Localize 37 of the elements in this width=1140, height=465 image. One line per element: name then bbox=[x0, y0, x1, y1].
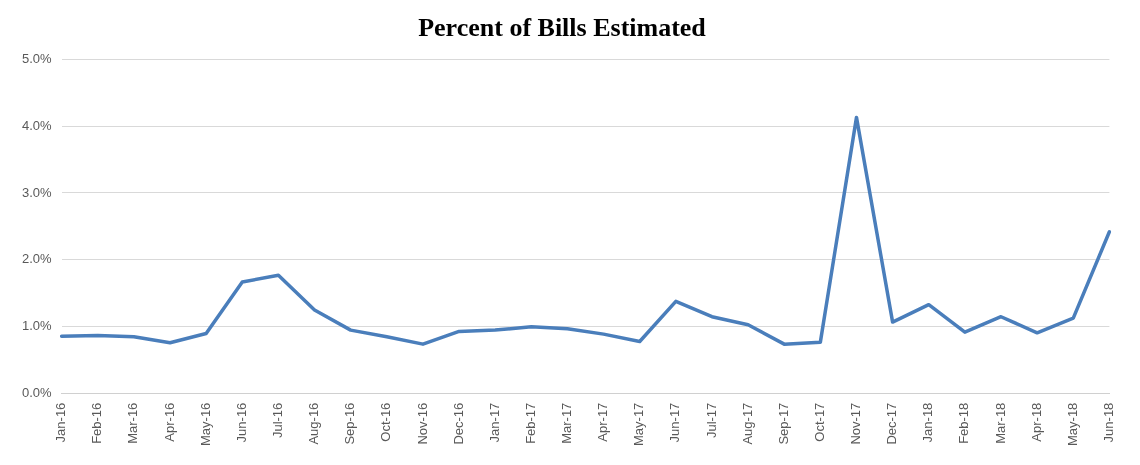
x-tick-label: Oct-16 bbox=[378, 402, 394, 442]
x-tick-label: Dec-16 bbox=[450, 402, 466, 445]
x-tick-label: Mar-18 bbox=[992, 402, 1008, 444]
x-tick-label: Nov-17 bbox=[848, 402, 864, 445]
x-tick-label: Jan-17 bbox=[486, 402, 502, 443]
x-tick-label: Jan-18 bbox=[920, 402, 936, 443]
y-tick-label: 0.0% bbox=[21, 385, 53, 401]
x-tick-label: Apr-17 bbox=[595, 402, 611, 442]
x-tick-label: Sep-17 bbox=[775, 402, 791, 445]
x-tick-label: May-18 bbox=[1064, 402, 1080, 447]
y-tick-label: 1.0% bbox=[21, 318, 53, 334]
x-tick-label: Oct-17 bbox=[811, 402, 827, 442]
x-tick-label: Apr-18 bbox=[1028, 402, 1044, 442]
chart-title: Percent of Bills Estimated bbox=[418, 13, 707, 43]
x-tick-label: Jan-16 bbox=[53, 402, 69, 443]
y-tick-label: 4.0% bbox=[21, 117, 53, 133]
x-tick-label: Feb-17 bbox=[522, 402, 538, 444]
x-tick-label: Dec-17 bbox=[884, 402, 900, 445]
y-tick-label: 3.0% bbox=[21, 184, 53, 200]
x-tick-label: Mar-17 bbox=[559, 402, 575, 444]
x-tick-label: Jul-17 bbox=[703, 402, 719, 439]
x-tick-label: Mar-16 bbox=[125, 402, 141, 444]
x-tick-label: Jul-16 bbox=[269, 402, 285, 439]
y-tick-label: 2.0% bbox=[21, 251, 53, 267]
x-tick-label: Jun-18 bbox=[1100, 402, 1116, 443]
x-tick-label: May-17 bbox=[631, 402, 647, 447]
x-tick-label: Nov-16 bbox=[414, 402, 430, 445]
x-tick-label: Feb-18 bbox=[956, 402, 972, 444]
x-tick-label: Feb-16 bbox=[89, 402, 105, 444]
x-tick-label: Sep-16 bbox=[342, 402, 358, 445]
x-tick-label: May-16 bbox=[197, 402, 213, 447]
x-tick-label: Aug-16 bbox=[306, 402, 322, 445]
x-tick-label: Jun-16 bbox=[233, 402, 249, 443]
x-tick-label: Jun-17 bbox=[667, 402, 683, 443]
x-tick-label: Apr-16 bbox=[161, 402, 177, 442]
y-tick-label: 5.0% bbox=[21, 50, 53, 66]
x-tick-label: Aug-17 bbox=[739, 402, 755, 445]
